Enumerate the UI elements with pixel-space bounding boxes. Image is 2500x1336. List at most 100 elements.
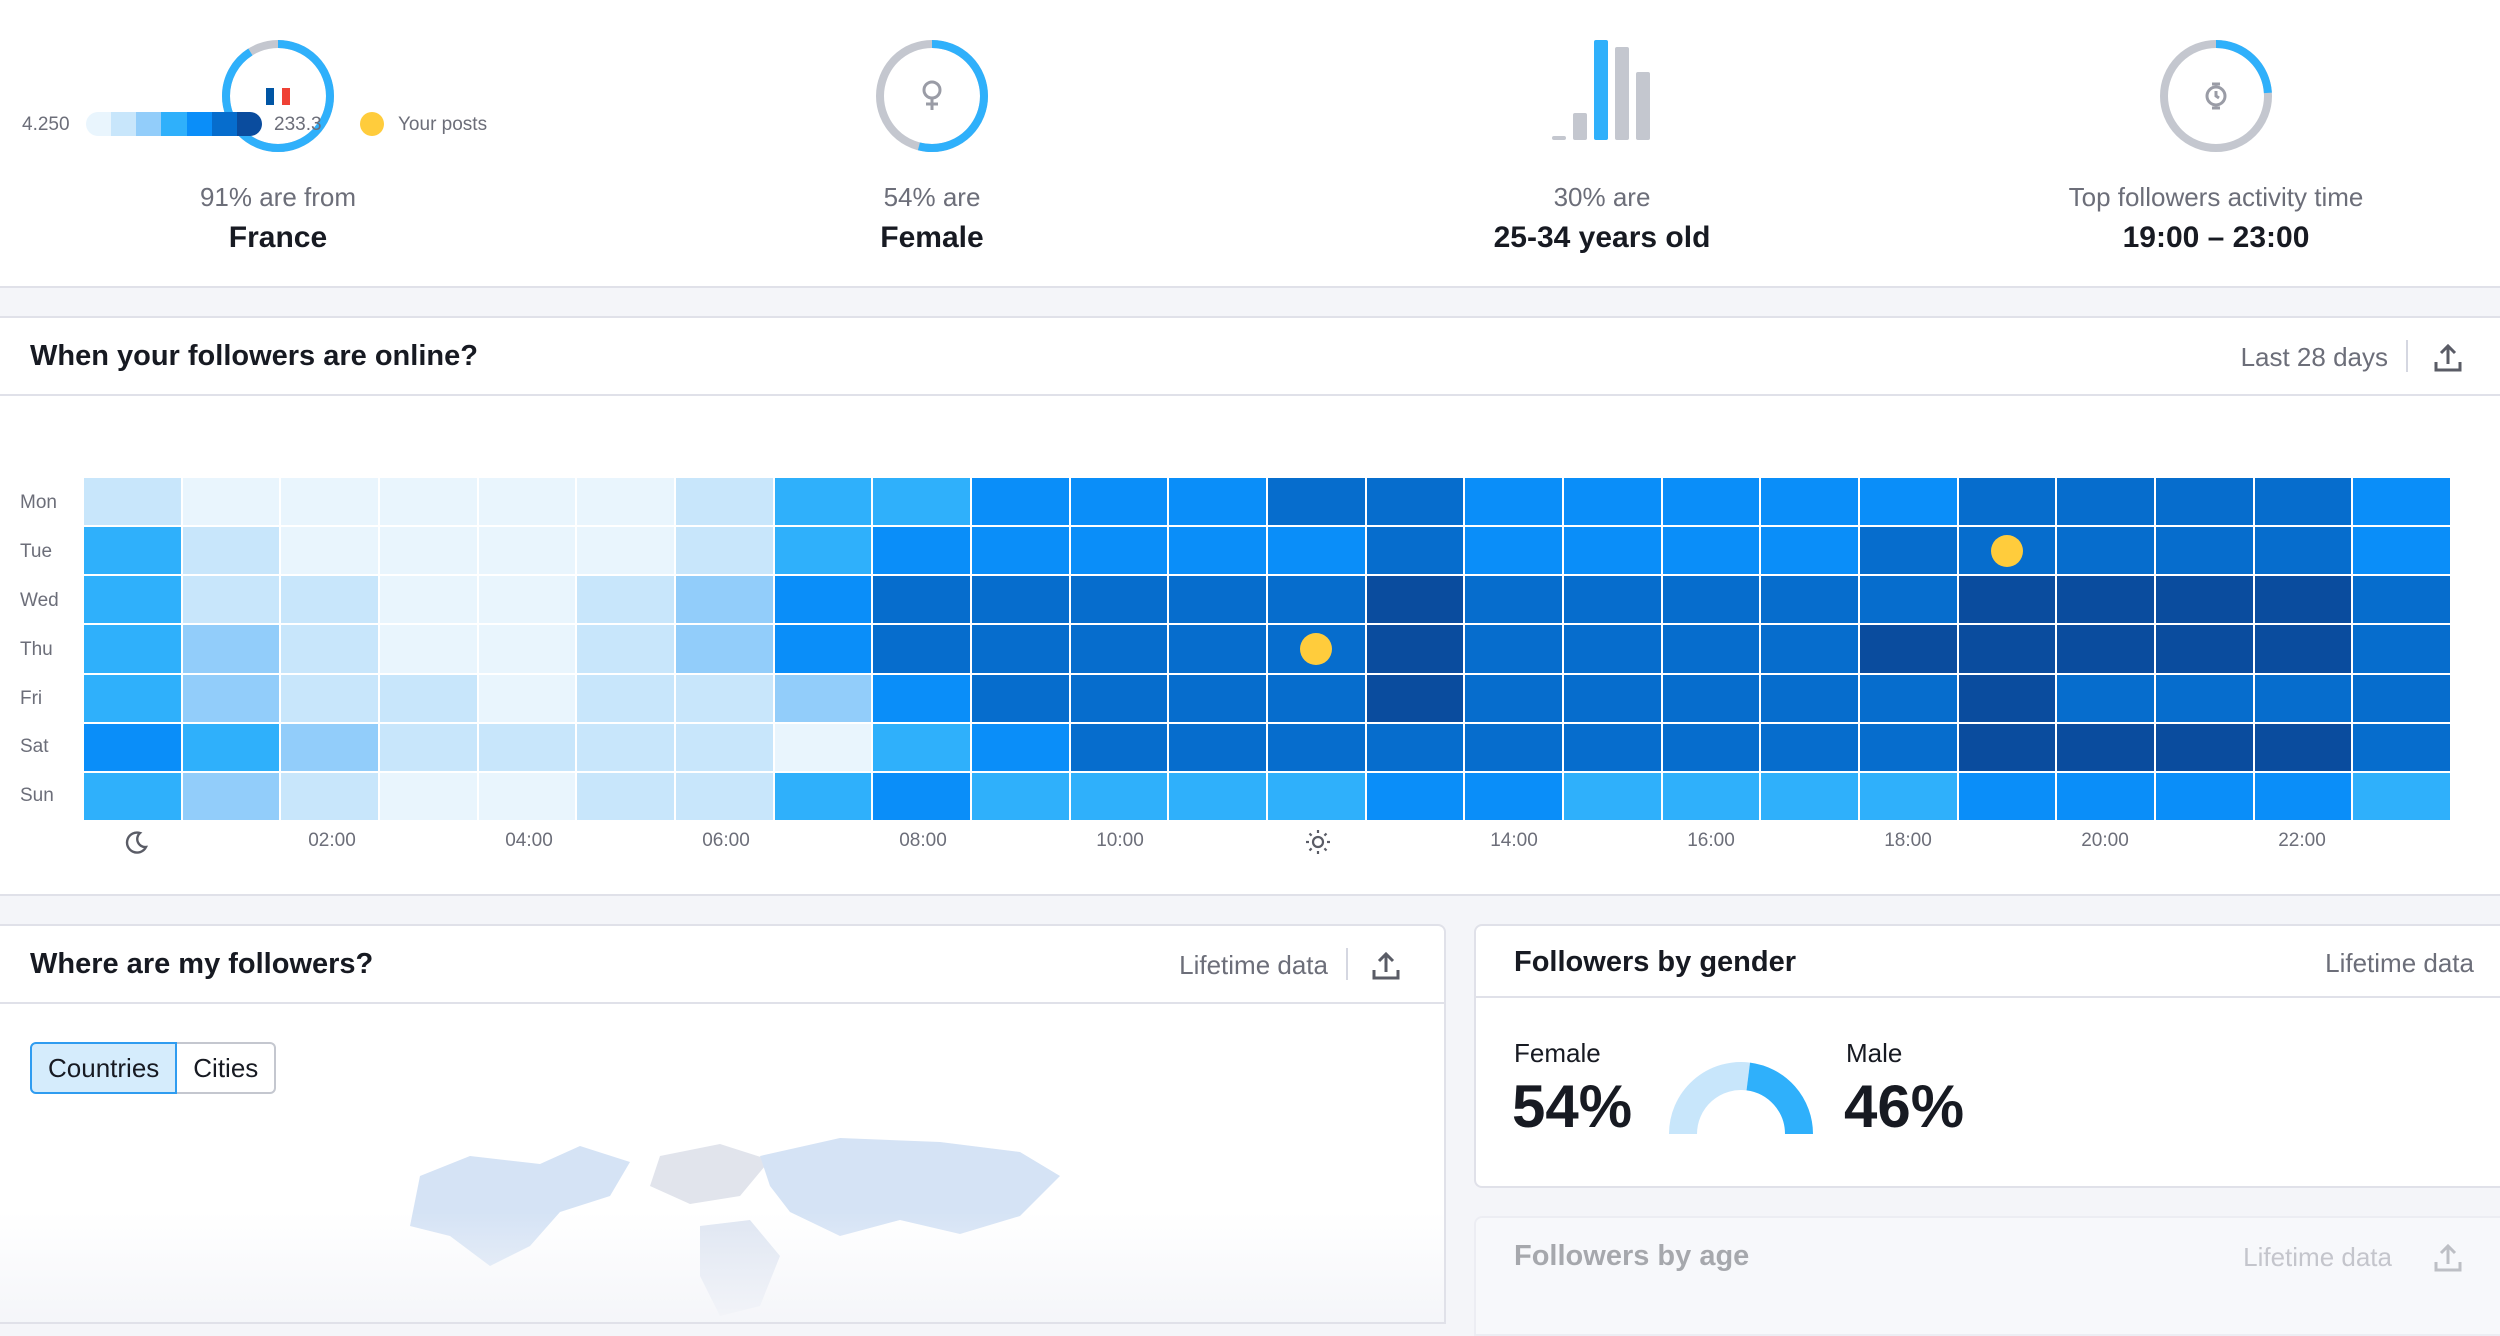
heatmap-cell[interactable] [971,527,1069,575]
heatmap-cell[interactable] [478,576,576,624]
heatmap-cell[interactable] [1267,527,1365,575]
heatmap-cell[interactable] [1859,576,1957,624]
heatmap-cell[interactable] [379,527,477,575]
heatmap-cell[interactable] [2057,625,2154,673]
heatmap-cell[interactable] [577,478,674,526]
heatmap-cell[interactable] [379,674,477,722]
heatmap-cell[interactable] [1465,478,1562,526]
heatmap-cell[interactable] [1563,576,1661,624]
heatmap-cell[interactable] [1859,527,1957,575]
heatmap-cell[interactable] [1958,478,2056,526]
heatmap-cell[interactable] [281,576,378,624]
heatmap-cell[interactable] [971,723,1069,771]
heatmap-cell[interactable] [478,772,576,820]
heatmap-cell[interactable] [2254,674,2352,722]
heatmap-cell[interactable] [1761,674,1858,722]
heatmap-cell[interactable] [2254,772,2352,820]
heatmap-cell[interactable] [2254,625,2352,673]
tab-countries[interactable]: Countries [30,1042,178,1094]
heatmap-cell[interactable] [478,625,576,673]
heatmap-cell[interactable] [281,625,378,673]
heatmap-cell[interactable] [1662,723,1760,771]
heatmap-cell[interactable] [1169,772,1266,820]
heatmap-cell[interactable] [1267,576,1365,624]
heatmap-cell[interactable] [1465,576,1562,624]
heatmap-cell[interactable] [281,527,378,575]
heatmap-cell[interactable] [182,723,280,771]
heatmap-cell[interactable] [1366,576,1464,624]
heatmap-cell[interactable] [1662,772,1760,820]
heatmap-cell[interactable] [379,625,477,673]
heatmap-cell[interactable] [675,723,773,771]
heatmap-cell[interactable] [1070,772,1168,820]
heatmap-cell[interactable] [1070,674,1168,722]
heatmap-cell[interactable] [281,772,378,820]
heatmap-cell[interactable] [84,576,181,624]
heatmap-cell[interactable] [971,772,1069,820]
heatmap-cell[interactable] [1662,576,1760,624]
heatmap-cell[interactable] [1366,527,1464,575]
heatmap-cell[interactable] [281,478,378,526]
heatmap-cell[interactable] [675,625,773,673]
heatmap-cell[interactable] [2353,772,2450,820]
heatmap-cell[interactable] [2155,723,2253,771]
heatmap-cell[interactable] [379,576,477,624]
heatmap-cell[interactable] [1267,772,1365,820]
heatmap-cell[interactable] [1761,625,1858,673]
heatmap-cell[interactable] [1563,478,1661,526]
heatmap-cell[interactable] [2057,576,2154,624]
heatmap-cell[interactable] [2353,527,2450,575]
heatmap-cell[interactable] [1662,674,1760,722]
heatmap-cell[interactable] [1761,478,1858,526]
post-marker[interactable] [1300,632,1333,665]
heatmap-cell[interactable] [873,674,970,722]
heatmap-cell[interactable] [2155,772,2253,820]
heatmap-cell[interactable] [2353,576,2450,624]
heatmap-cell[interactable] [1958,625,2056,673]
heatmap-cell[interactable] [1859,478,1957,526]
heatmap-cell[interactable] [1958,772,2056,820]
heatmap-cell[interactable] [2155,625,2253,673]
heatmap-cell[interactable] [1662,527,1760,575]
heatmap-cell[interactable] [1169,723,1266,771]
heatmap-cell[interactable] [774,625,872,673]
heatmap-cell[interactable] [577,625,674,673]
heatmap-cell[interactable] [2155,527,2253,575]
heatmap-cell[interactable] [774,527,872,575]
heatmap-cell[interactable] [873,772,970,820]
heatmap-cell[interactable] [2155,674,2253,722]
heatmap-cell[interactable] [1070,527,1168,575]
heatmap-cell[interactable] [2353,674,2450,722]
heatmap-cell[interactable] [2254,478,2352,526]
heatmap-cell[interactable] [1859,772,1957,820]
heatmap-cell[interactable] [478,723,576,771]
heatmap-cell[interactable] [774,674,872,722]
heatmap-cell[interactable] [1169,625,1266,673]
heatmap-cell[interactable] [2057,772,2154,820]
heatmap-cell[interactable] [1267,478,1365,526]
heatmap-cell[interactable] [577,723,674,771]
heatmap-cell[interactable] [84,625,181,673]
heatmap-cell[interactable] [1958,527,2056,575]
heatmap-cell[interactable] [1169,576,1266,624]
heatmap-cell[interactable] [1070,576,1168,624]
heatmap-cell[interactable] [1662,478,1760,526]
heatmap-cell[interactable] [873,527,970,575]
heatmap-cell[interactable] [1465,772,1562,820]
heatmap-cell[interactable] [84,478,181,526]
heatmap-cell[interactable] [577,527,674,575]
heatmap-cell[interactable] [577,772,674,820]
heatmap-cell[interactable] [1958,723,2056,771]
heatmap-cell[interactable] [577,674,674,722]
heatmap-cell[interactable] [1366,723,1464,771]
post-marker[interactable] [1990,534,2023,567]
heatmap-cell[interactable] [1465,723,1562,771]
heatmap-cell[interactable] [675,576,773,624]
heatmap-cell[interactable] [2254,723,2352,771]
heatmap-cell[interactable] [1563,772,1661,820]
heatmap-cell[interactable] [774,772,872,820]
heatmap-cell[interactable] [1169,478,1266,526]
heatmap-cell[interactable] [1761,772,1858,820]
heatmap-cell[interactable] [2155,478,2253,526]
heatmap-cell[interactable] [1761,576,1858,624]
